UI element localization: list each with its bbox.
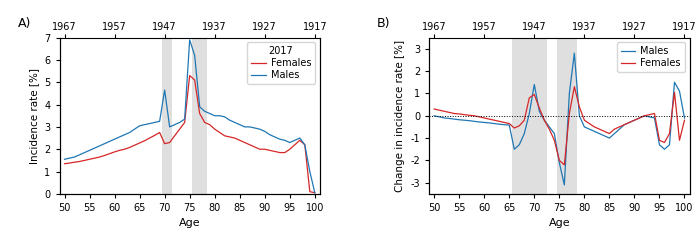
Y-axis label: Incidence rate [%]: Incidence rate [%] [29, 68, 38, 164]
Legend: Females, Males: Females, Males [247, 43, 315, 84]
Bar [556, 38, 577, 194]
Bar [162, 38, 172, 194]
Legend: Males, Females: Males, Females [617, 43, 685, 72]
X-axis label: Age: Age [179, 219, 200, 228]
X-axis label: Age: Age [549, 219, 570, 228]
Text: B): B) [377, 17, 391, 30]
Text: A): A) [18, 17, 32, 30]
Bar [193, 38, 207, 194]
Bar [512, 38, 547, 194]
Y-axis label: Change in incidence rate [%]: Change in incidence rate [%] [395, 40, 405, 192]
